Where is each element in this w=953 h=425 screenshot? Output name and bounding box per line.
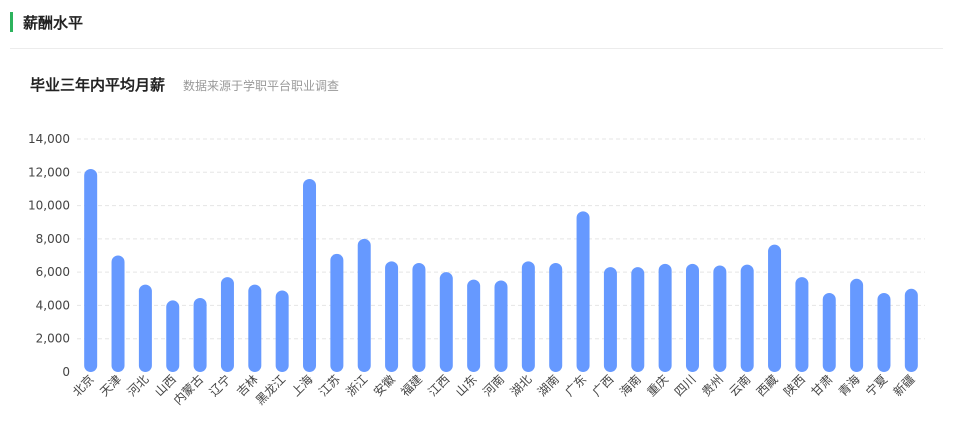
section-accent-bar	[10, 12, 13, 32]
x-tick-label: 北京	[70, 372, 97, 399]
x-tick-label: 湖北	[507, 372, 535, 400]
x-tick-label: 四川	[672, 372, 699, 399]
bar	[603, 267, 617, 372]
x-tick-label: 贵州	[699, 372, 726, 399]
x-tick-label: 河北	[125, 372, 152, 399]
x-tick-label: 内蒙古	[170, 372, 206, 408]
y-tick-label: 12,000	[28, 165, 70, 179]
x-tick-label: 福建	[397, 372, 425, 400]
x-tick-label: 广东	[562, 372, 589, 399]
x-tick-label: 宁夏	[863, 372, 891, 400]
bar	[576, 211, 590, 372]
bar	[439, 272, 453, 372]
bar	[467, 279, 481, 372]
bar	[521, 261, 535, 372]
x-tick-label: 新疆	[890, 372, 918, 400]
section-title: 薪酬水平	[23, 13, 84, 32]
bar	[740, 264, 754, 372]
bar	[494, 280, 508, 372]
chart-header: 毕业三年内平均月薪 数据来源于学职平台职业调查	[30, 74, 339, 95]
bar	[713, 265, 727, 372]
x-tick-label: 云南	[726, 372, 754, 400]
x-tick-label: 辽宁	[206, 372, 234, 400]
y-tick-label: 14,000	[28, 132, 70, 146]
x-tick-label: 陕西	[780, 372, 808, 400]
section-header: 薪酬水平	[10, 10, 83, 34]
bar	[795, 277, 809, 372]
bar	[631, 267, 645, 372]
bar	[904, 288, 918, 372]
bar	[412, 262, 426, 372]
bar	[220, 277, 234, 372]
bar	[549, 262, 563, 372]
x-tick-label: 西藏	[754, 372, 781, 399]
x-tick-label: 江西	[426, 372, 453, 399]
x-tick-label: 海南	[616, 372, 644, 400]
bar	[303, 178, 317, 372]
x-tick-label: 天津	[97, 372, 124, 399]
y-tick-label: 10,000	[28, 199, 70, 213]
x-tick-label: 甘肃	[808, 372, 835, 399]
bar	[822, 292, 836, 372]
chart-title: 毕业三年内平均月薪	[30, 76, 166, 94]
bar	[385, 261, 399, 372]
y-tick-label: 2,000	[36, 332, 70, 346]
bar	[193, 297, 207, 372]
x-tick-label: 安徽	[370, 372, 398, 400]
y-tick-label: 8,000	[36, 232, 70, 246]
bar	[111, 255, 125, 372]
x-tick-label: 浙江	[343, 372, 370, 399]
x-tick-label: 上海	[288, 372, 316, 400]
bar	[330, 253, 344, 372]
x-tick-label: 河南	[480, 372, 508, 400]
y-tick-label: 0	[62, 365, 70, 379]
x-tick-label: 江苏	[316, 372, 343, 399]
bar	[166, 300, 180, 372]
bar	[850, 278, 864, 372]
bar	[84, 168, 98, 372]
x-tick-label: 青海	[835, 372, 863, 400]
bar	[275, 290, 289, 372]
bar	[357, 238, 371, 372]
x-tick-label: 山东	[453, 372, 480, 399]
bar	[685, 263, 699, 372]
bar	[877, 292, 891, 372]
y-tick-label: 4,000	[36, 298, 70, 312]
section-divider	[10, 48, 943, 49]
chart-subtitle: 数据来源于学职平台职业调查	[183, 79, 340, 93]
bar	[138, 284, 152, 372]
bar	[658, 263, 672, 372]
bar	[768, 244, 782, 372]
bar	[248, 284, 262, 372]
x-tick-label: 广西	[590, 372, 617, 399]
x-tick-label: 湖南	[534, 372, 562, 400]
y-tick-label: 6,000	[36, 265, 70, 279]
x-tick-label: 重庆	[644, 372, 671, 399]
x-tick-label: 黑龙江	[253, 372, 288, 407]
